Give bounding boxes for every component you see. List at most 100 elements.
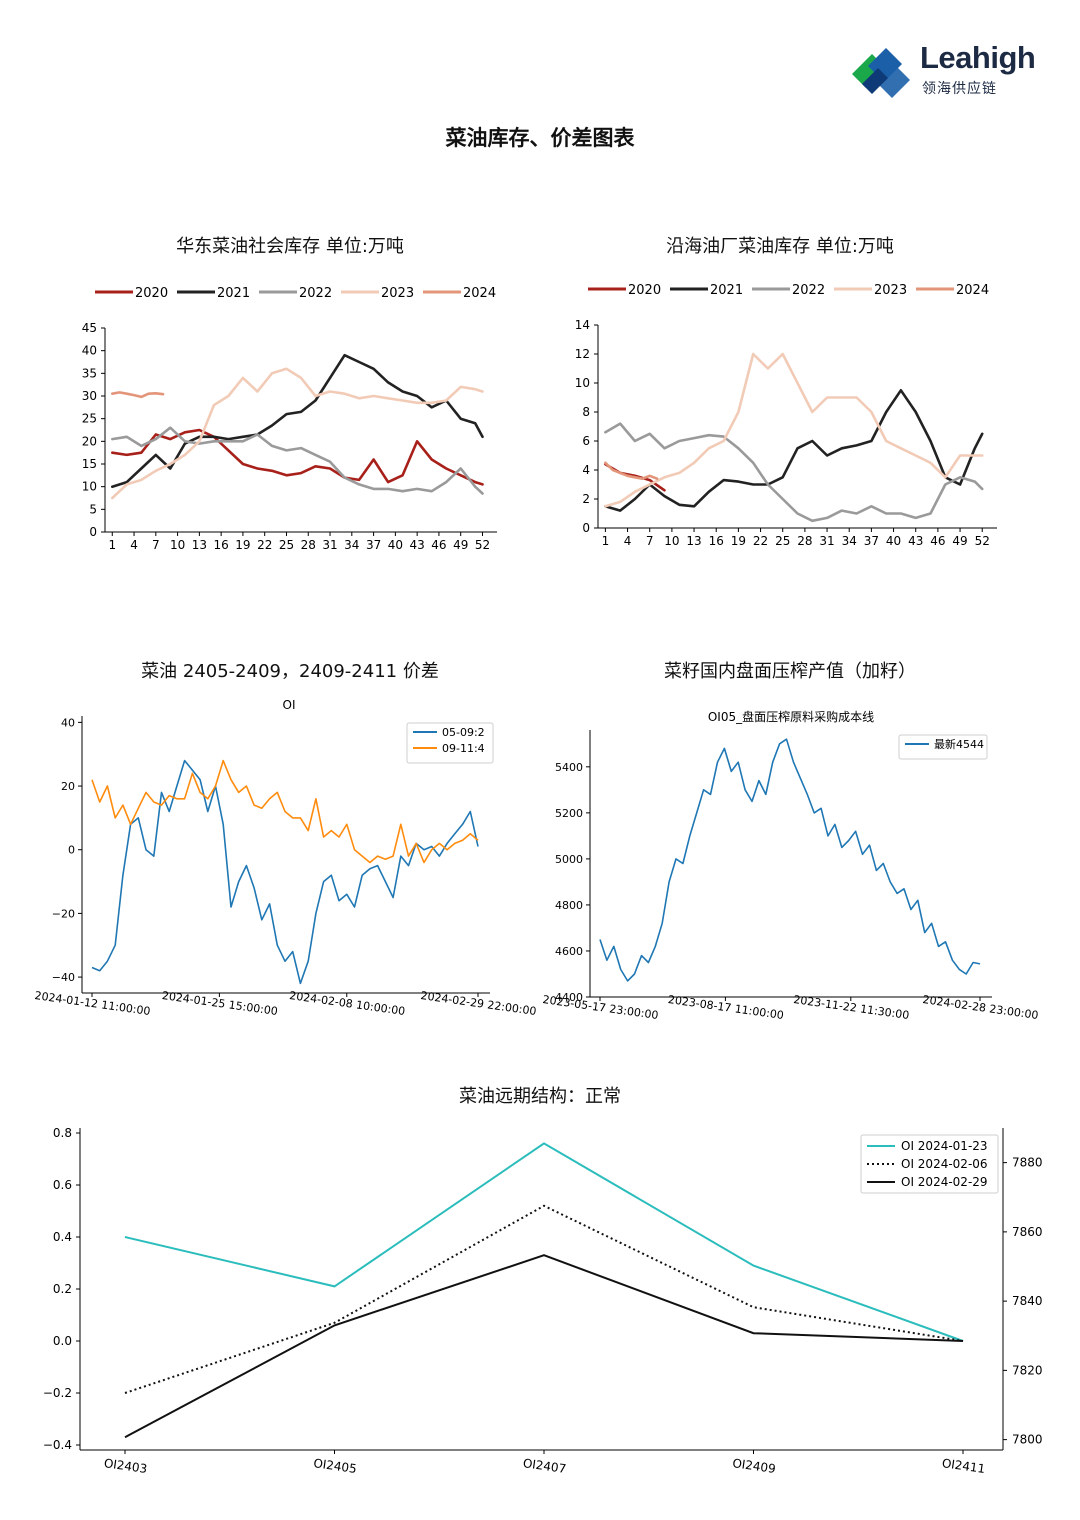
east-y-tick-label: 0 [89, 525, 97, 539]
coastal-y-tick-label: 14 [575, 318, 590, 332]
structure-series-1 [124, 1204, 964, 1394]
crush-subtitle: OI05_盘面压榨原料采购成本线 [708, 709, 874, 724]
coastal-x-tick-label: 13 [686, 534, 701, 548]
coastal-series-2024 [604, 461, 659, 481]
east-y-tick-label: 10 [82, 480, 97, 494]
structure-y-tick-label: 0.0 [53, 1334, 72, 1348]
structure-x-tick-label: OI2405 [313, 1456, 358, 1476]
spread-subtitle: OI [283, 698, 296, 712]
structure-x-tick-label: OI2411 [941, 1456, 986, 1476]
coastal-legend-label-2022: 2022 [792, 283, 825, 298]
coastal-legend-label-2023: 2023 [874, 283, 907, 298]
coastal-x-tick-label: 16 [709, 534, 724, 548]
logo-mark-icon [852, 48, 910, 98]
coastal-x-tick-label: 49 [952, 534, 967, 548]
coastal-legend-label-2021: 2021 [710, 283, 743, 298]
structure-y2-tick-label: 7840 [1012, 1294, 1043, 1308]
east-x-tick-label: 19 [235, 538, 250, 552]
east-legend-label-2024: 2024 [463, 286, 496, 301]
coastal-x-tick-label: 7 [646, 534, 654, 548]
east-x-tick-label: 7 [152, 538, 160, 552]
east-x-tick-label: 40 [388, 538, 403, 552]
coastal-legend-label-2020: 2020 [628, 283, 661, 298]
east-x-tick-label: 49 [453, 538, 468, 552]
east-series-2020 [111, 428, 484, 486]
spread-y-tick-label: −40 [52, 971, 75, 984]
coastal-series-2022 [604, 422, 984, 523]
east-x-tick-label: 1 [108, 538, 116, 552]
spread-y-tick-label: −20 [52, 907, 75, 920]
structure-y-tick-label: 0.8 [53, 1126, 72, 1140]
coastal-x-tick-label: 31 [819, 534, 834, 548]
east-x-tick-label: 16 [214, 538, 229, 552]
spread-y-tick-label: 20 [61, 780, 75, 793]
crush-y-tick-label: 5200 [555, 807, 583, 820]
crush-chart-title: 菜籽国内盘面压榨产值（加籽） [664, 661, 916, 682]
east-y-tick-label: 40 [82, 344, 97, 358]
spread-legend-label-0: 05-09:2 [442, 726, 485, 739]
coastal-y-tick-label: 8 [582, 405, 590, 419]
east-x-tick-label: 22 [257, 538, 272, 552]
spread-y-tick-label: 0 [68, 844, 75, 857]
coastal-series-2021 [604, 388, 984, 512]
crush-legend-box [898, 734, 988, 760]
coastal-x-tick-label: 40 [886, 534, 901, 548]
east-x-tick-label: 46 [431, 538, 446, 552]
page-title: 菜油库存、价差图表 [445, 126, 635, 150]
east-series-2023 [111, 367, 484, 500]
coastal-y-tick-label: 6 [582, 434, 590, 448]
east-y-tick-label: 30 [82, 389, 97, 403]
spread-series-0 [91, 759, 479, 985]
crush-y-tick-label: 5000 [555, 853, 583, 866]
structure-legend-label-1: OI 2024-02-06 [901, 1157, 988, 1171]
spread-legend-label-1: 09-11:4 [442, 742, 485, 755]
east-series-2024 [111, 391, 165, 399]
coastal-x-tick-label: 34 [842, 534, 857, 548]
crush-y-tick-label: 5400 [555, 761, 583, 774]
east-x-tick-label: 34 [344, 538, 359, 552]
east-x-tick-label: 31 [322, 538, 337, 552]
logo: Leahigh 领海供应链 [848, 40, 1058, 104]
coastal-x-tick-label: 19 [731, 534, 746, 548]
coastal-series-2023 [604, 352, 984, 508]
east-series-2022 [111, 426, 484, 495]
east-x-tick-label: 52 [475, 538, 490, 552]
coastal-y-tick-label: 10 [575, 376, 590, 390]
structure-y2-tick-label: 7880 [1012, 1156, 1043, 1170]
coastal-y-tick-label: 4 [582, 463, 590, 477]
east-x-tick-label: 37 [366, 538, 381, 552]
east-y-tick-label: 45 [82, 321, 97, 335]
coastal-legend-label-2024: 2024 [956, 283, 989, 298]
coastal-y-tick-label: 2 [582, 492, 590, 506]
coastal-x-tick-label: 1 [602, 534, 610, 548]
logo-name: Leahigh [920, 40, 1036, 75]
spread-series-1 [91, 759, 479, 864]
coastal-x-tick-label: 10 [664, 534, 679, 548]
east-y-tick-label: 5 [89, 502, 97, 516]
coastal-x-tick-label: 4 [624, 534, 632, 548]
structure-series-0 [124, 1142, 964, 1342]
east-x-tick-label: 13 [192, 538, 207, 552]
east-y-tick-label: 25 [82, 412, 97, 426]
east-legend-label-2023: 2023 [381, 286, 414, 301]
logo-subtitle: 领海供应链 [922, 81, 997, 97]
coastal-x-tick-label: 52 [975, 534, 990, 548]
structure-legend-label-0: OI 2024-01-23 [901, 1139, 988, 1153]
coastal-x-tick-label: 25 [775, 534, 790, 548]
coastal-x-tick-label: 22 [753, 534, 768, 548]
east-chart-title: 华东菜油社会库存 单位:万吨 [176, 236, 404, 257]
east-x-tick-label: 28 [301, 538, 316, 552]
structure-y-tick-label: 0.2 [53, 1282, 72, 1296]
structure-legend-box [860, 1134, 999, 1194]
east-y-tick-label: 35 [82, 366, 97, 380]
east-x-tick-label: 25 [279, 538, 294, 552]
structure-x-tick-label: OI2407 [522, 1456, 567, 1476]
crush-legend-label-0: 最新4544 [934, 737, 984, 751]
crush-y-tick-label: 4400 [555, 991, 583, 1004]
coastal-x-tick-label: 28 [797, 534, 812, 548]
structure-y-tick-label: −0.4 [43, 1438, 72, 1452]
structure-y2-tick-label: 7860 [1012, 1225, 1043, 1239]
crush-series-0 [599, 738, 981, 982]
crush-y-tick-label: 4800 [555, 899, 583, 912]
structure-series-2 [124, 1254, 964, 1439]
